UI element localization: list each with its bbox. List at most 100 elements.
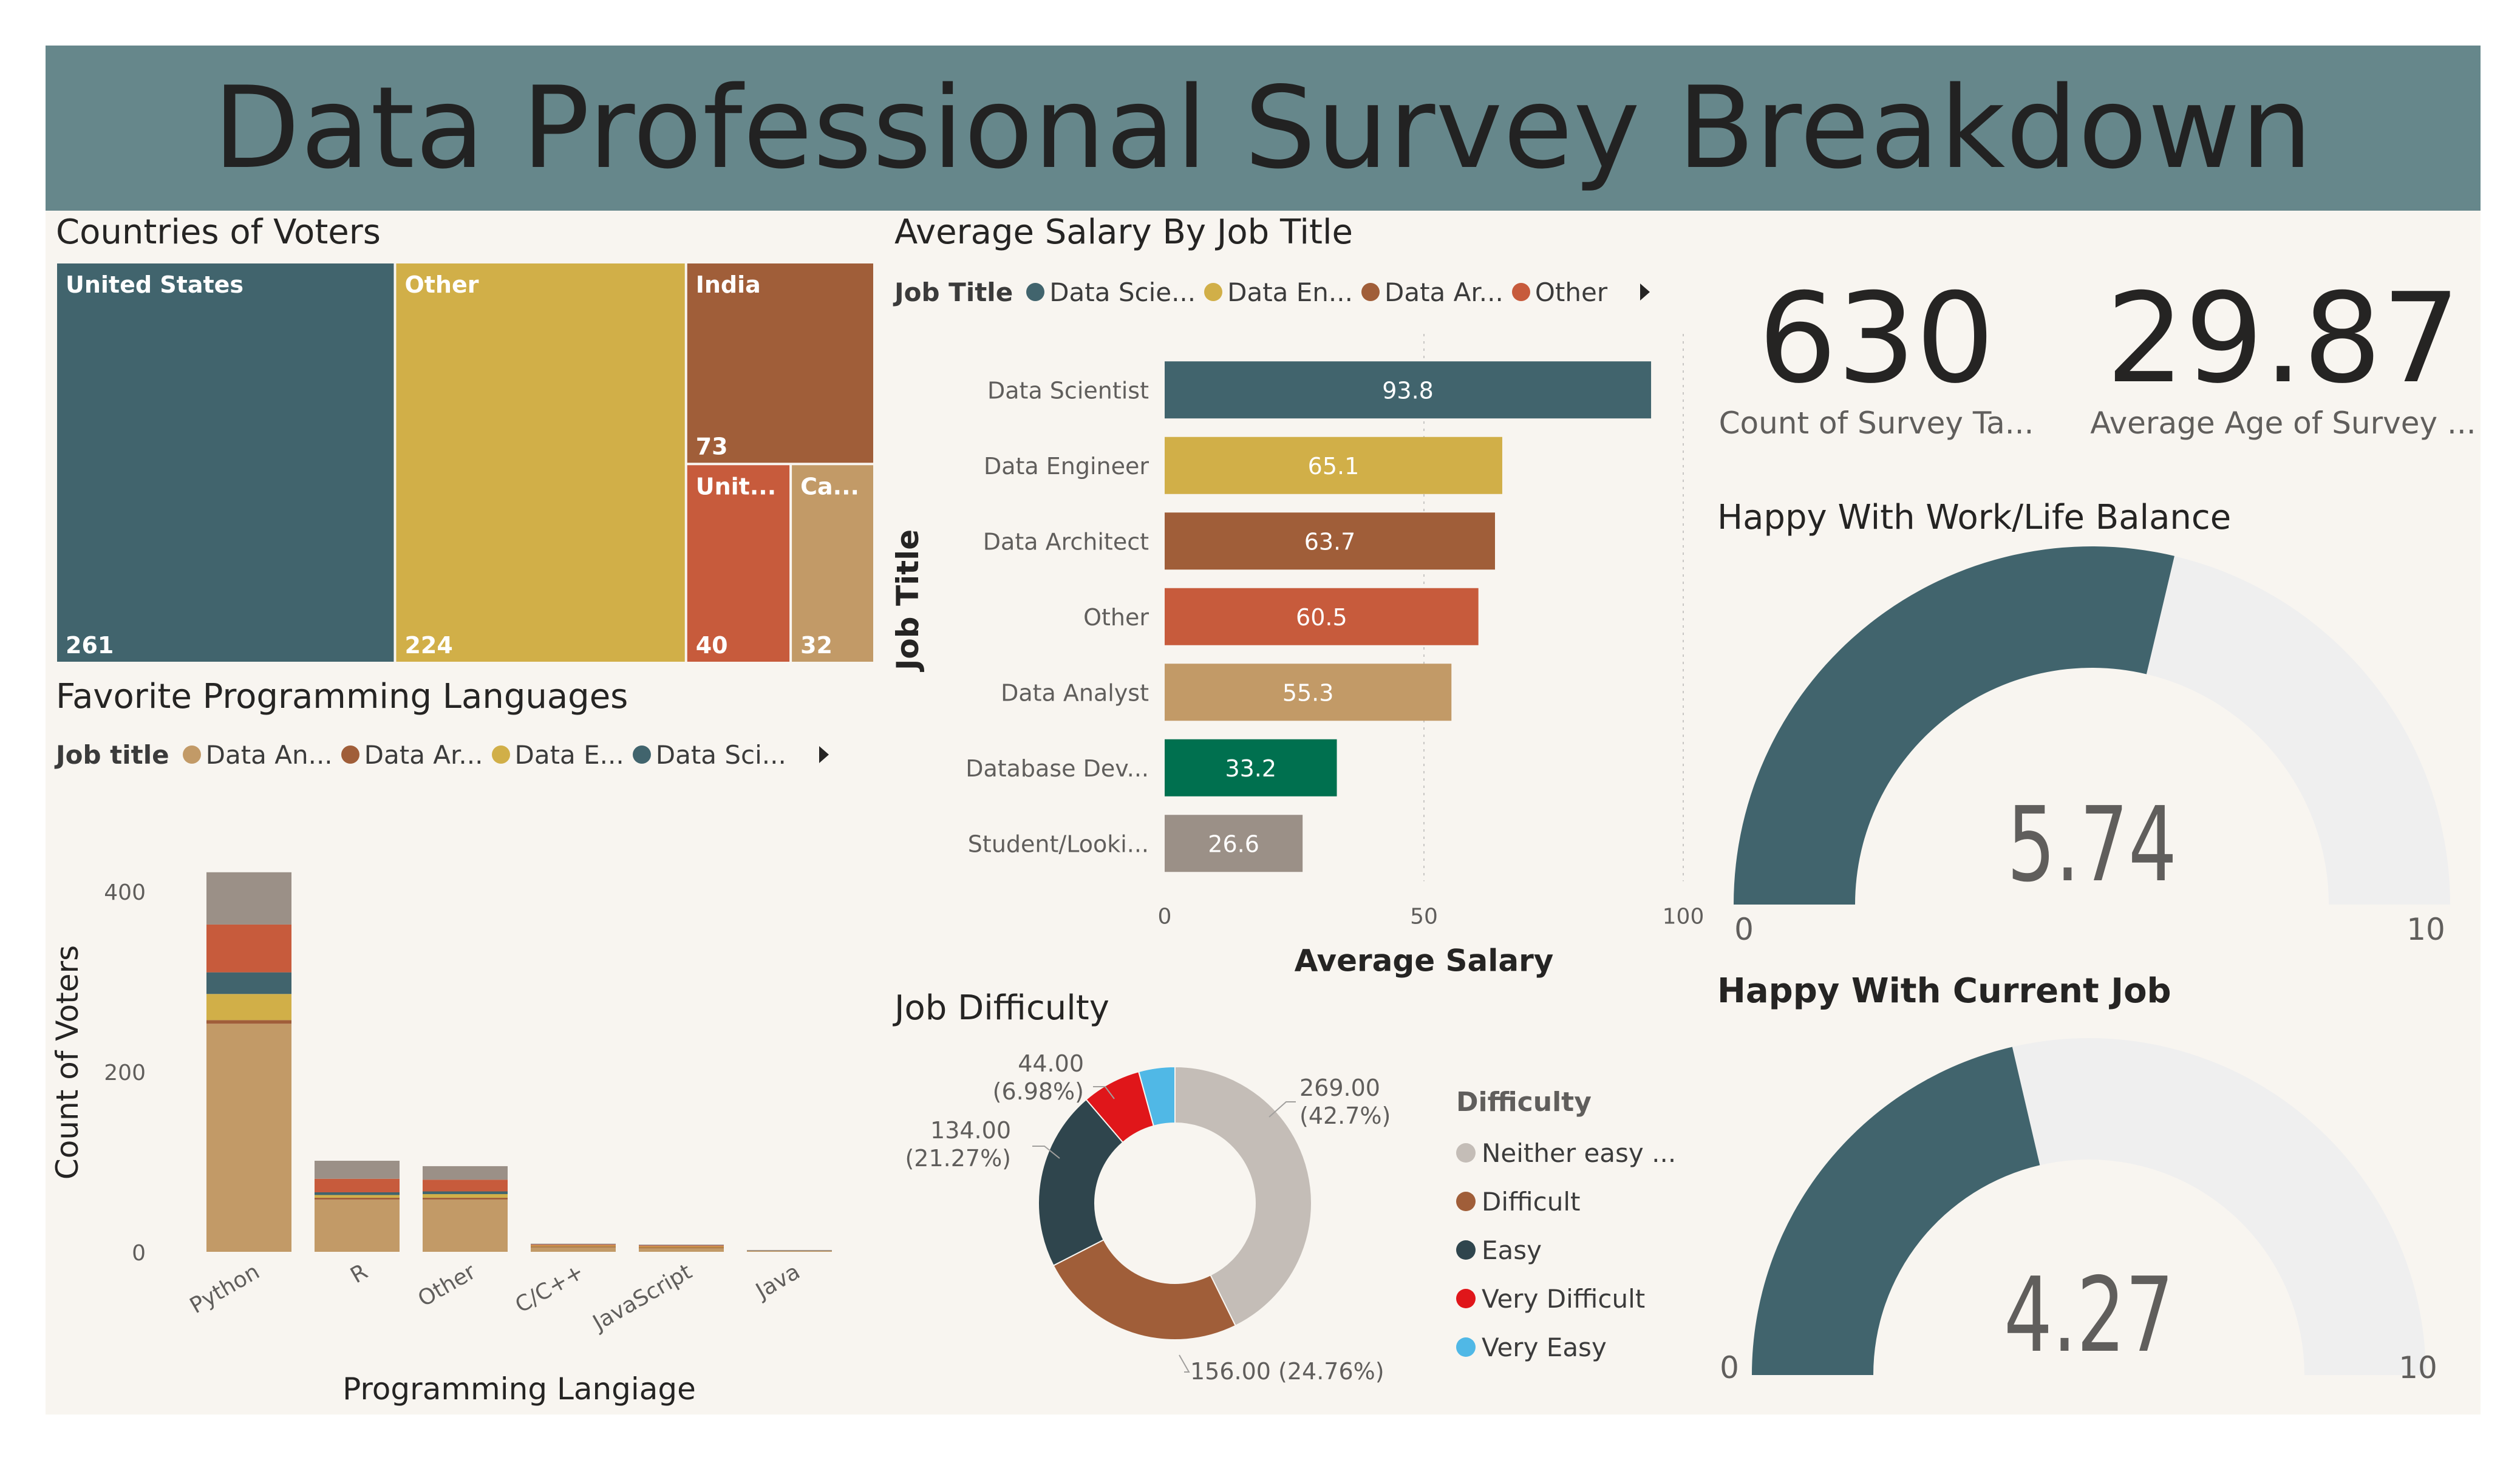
current-job-gauge[interactable]: 4.27 0 10 [1700,1032,2490,1408]
legend-dot [1456,1289,1476,1308]
segment-data-scientist[interactable] [423,1191,508,1194]
x-tick-label: 50 [1410,905,1438,929]
slice-difficult[interactable] [1052,1238,1236,1340]
salary-legend-item-data-en[interactable]: Data En... [1204,277,1353,307]
treemap-tile-value: 32 [800,632,833,659]
segment-data-analyst[interactable] [423,1199,508,1252]
difficulty-donut-chart[interactable]: 269.00(42.7%) 156.00 (24.76%) 134.00(21.27… [887,1044,1457,1408]
treemap-tile-india[interactable]: India 73 [687,263,873,463]
slice-neither-easy-nor-difficult[interactable] [1174,1065,1312,1327]
leader-line [1269,1101,1296,1118]
segment-data-engineer[interactable] [423,1194,508,1198]
stack-r[interactable] [315,1161,400,1252]
treemap-tile-other[interactable]: Other 224 [396,263,685,662]
languages-legend[interactable]: Job title Data An... Data Ar... Data E... D… [56,738,829,772]
segment-data-architect[interactable] [423,1197,508,1200]
languages-legend-item-data-e[interactable]: Data E... [491,740,624,770]
difficulty-legend-item-very-easy[interactable]: Very Easy [1456,1323,1711,1371]
legend-title: Job Title [894,277,1013,307]
y-tick-label: Data Scientist [987,377,1149,404]
y-tick-label: 400 [104,880,146,905]
difficulty-legend-item-very-difficult[interactable]: Very Difficult [1456,1274,1711,1323]
y-tick-label: 200 [104,1061,146,1085]
salary-title: Average Salary By Job Title [894,212,1353,252]
stack-java[interactable] [747,1250,832,1252]
data-label: 33.2 [1225,755,1276,782]
segment-student-looking[interactable] [315,1161,400,1179]
salary-legend-item-data-ar[interactable]: Data Ar... [1361,277,1503,307]
bar-database-dev[interactable] [1165,739,1337,796]
stack-python[interactable] [206,872,291,1252]
data-label: 156.00 (24.76%) [1190,1358,1384,1385]
segment-data-architect[interactable] [531,1246,616,1248]
difficulty-legend-item-easy[interactable]: Easy [1456,1226,1711,1274]
y-tick-label: 0 [132,1241,146,1266]
slice-very-easy[interactable] [1137,1065,1176,1127]
segment-data-scientist[interactable] [315,1192,400,1195]
segment-student-looking[interactable] [747,1250,832,1251]
bar-student-looki[interactable] [1165,815,1303,872]
legend-label: Data Ar... [1384,277,1503,307]
segment-data-engineer[interactable] [315,1195,400,1198]
x-axis-title: Programming Langiage [342,1371,696,1407]
difficulty-legend-item-difficult[interactable]: Difficult [1456,1177,1711,1226]
segment-other[interactable] [315,1178,400,1192]
segment-data-analyst[interactable] [531,1247,616,1252]
gauge-fill[interactable] [1734,546,2174,905]
segment-data-analyst[interactable] [639,1248,724,1252]
gauge1-title: Happy With Work/Life Balance [1717,498,2232,537]
legend-label: Very Easy [1482,1332,1607,1362]
treemap-tile-fill [687,263,873,463]
bar-data-engineer[interactable] [1165,436,1502,494]
legend-label: Easy [1482,1235,1542,1265]
salary-legend[interactable]: Job Title Data Scie... Data En... Data Ar.… [894,275,1650,309]
segment-data-engineer[interactable] [639,1246,724,1248]
data-label: (42.7%) [1299,1102,1391,1129]
countries-treemap[interactable]: United States 261 Other 224 India 73 Unit... 40… [56,262,874,663]
bar-data-analyst[interactable] [1165,664,1452,721]
treemap-tile-united-kingdom[interactable]: Unit... 40 [687,465,790,662]
segment-data-scientist[interactable] [206,972,291,994]
salary-legend-item-other[interactable]: Other [1511,277,1607,307]
segment-other[interactable] [423,1180,508,1192]
segment-student-looking[interactable] [423,1166,508,1180]
bar-other[interactable] [1165,588,1479,645]
slice-easy[interactable] [1038,1098,1124,1266]
segment-data-architect[interactable] [315,1197,400,1200]
stack-other[interactable] [423,1166,508,1252]
y-tick-label: Database Dev... [965,755,1149,782]
segment-student-looking[interactable] [531,1243,616,1245]
bar-data-scientist[interactable] [1165,361,1652,419]
gauge-fill[interactable] [1752,1047,2040,1375]
leader-line [1032,1146,1060,1159]
stack-javascript[interactable] [639,1245,724,1252]
treemap-tile-label: India [696,271,761,298]
segment-data-analyst[interactable] [206,1024,291,1252]
languages-legend-item-data-sci[interactable]: Data Sci... [632,740,786,770]
legend-next-arrow-icon[interactable] [1640,284,1650,301]
y-tick-label: Data Architect [983,528,1149,555]
treemap-tile-united-states[interactable]: United States 261 [57,263,394,662]
segment-data-architect[interactable] [206,1020,291,1024]
legend-dot [1456,1337,1476,1357]
segment-data-analyst[interactable] [747,1251,832,1252]
stack-c-c[interactable] [531,1243,616,1252]
leader-line [1179,1354,1190,1373]
difficulty-legend-item-neither-easy[interactable]: Neither easy ... [1456,1129,1711,1177]
segment-data-engineer[interactable] [206,994,291,1021]
salary-legend-item-data-scie[interactable]: Data Scie... [1026,277,1196,307]
legend-next-arrow-icon[interactable] [819,746,829,763]
data-label: 65.1 [1308,453,1360,480]
segment-data-analyst[interactable] [315,1199,400,1252]
treemap-tile-value: 73 [696,433,728,460]
segment-other[interactable] [206,924,291,973]
worklife-gauge[interactable]: 5.74 0 10 [1700,540,2490,965]
languages-stacked-bar-chart[interactable]: 0 200 400 Python R Other C/C++ JavaScript Java Pr… [46,820,877,1415]
languages-legend-item-data-ar[interactable]: Data Ar... [341,740,483,770]
segment-student-looking[interactable] [206,872,291,925]
languages-legend-item-data-an[interactable]: Data An... [182,740,333,770]
salary-bar-chart[interactable]: Data Scientist 93.8 Data Engineer 65.1 Data … [887,316,1704,990]
difficulty-legend[interactable]: Difficulty Neither easy ... Difficult Easy… [1456,1087,1711,1362]
bar-data-architect[interactable] [1165,512,1495,570]
treemap-tile-canada[interactable]: Ca... 32 [792,465,873,662]
